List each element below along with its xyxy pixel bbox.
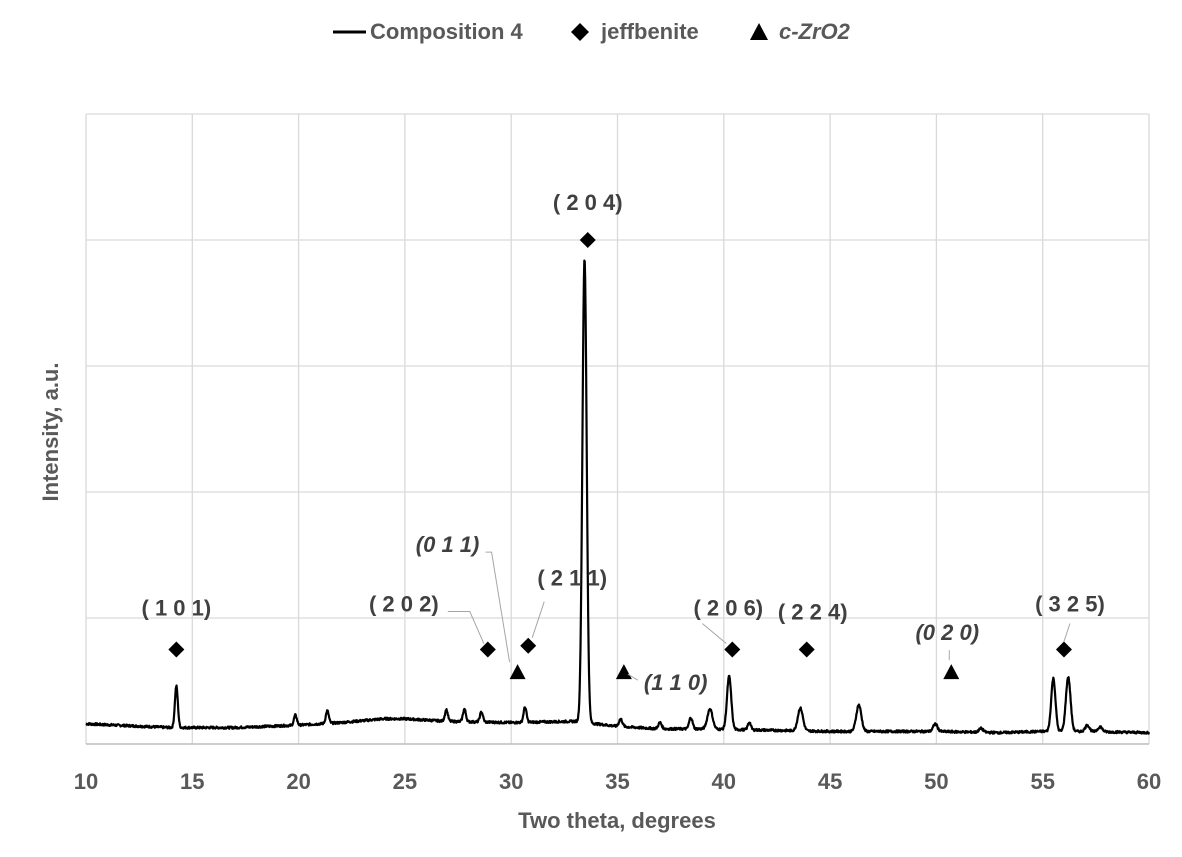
annotation-label: (1 1 0) bbox=[644, 670, 708, 695]
series-layer bbox=[85, 259, 1151, 735]
legend-label-composition: Composition 4 bbox=[370, 19, 524, 44]
x-tick-label: 50 bbox=[924, 769, 948, 794]
x-tick-label: 25 bbox=[393, 769, 417, 794]
x-tick-label: 40 bbox=[712, 769, 736, 794]
annotations-layer: ( 1 0 1) ( 2 0 2) ( 2 1 1) (0 1 1) ( 2 0 4) (… bbox=[142, 190, 1105, 695]
legend: Composition 4 jeffbenite c-ZrO2 bbox=[333, 19, 851, 44]
annotation-leader-line bbox=[485, 551, 511, 663]
legend-label-czro2: c-ZrO2 bbox=[779, 19, 851, 44]
series-line-0 bbox=[85, 259, 1151, 735]
legend-label-jeffbenite: jeffbenite bbox=[600, 19, 699, 44]
annotation-leader-line bbox=[627, 673, 639, 681]
annotation-label: ( 2 0 4) bbox=[553, 190, 623, 215]
legend-triangle-marker bbox=[750, 23, 768, 40]
jeffbenite-marker bbox=[724, 641, 741, 658]
jeffbenite-marker bbox=[479, 641, 496, 658]
jeffbenite-marker bbox=[798, 641, 815, 658]
x-tick-label: 20 bbox=[286, 769, 310, 794]
axes: 10 15 20 25 30 35 40 45 50 55 60 bbox=[74, 743, 1161, 794]
annotation-label: ( 3 2 5) bbox=[1035, 592, 1105, 617]
annotation-label: ( 1 0 1) bbox=[142, 596, 212, 621]
x-tick-label: 10 bbox=[74, 769, 98, 794]
annotation-label: ( 2 2 4) bbox=[778, 600, 848, 625]
czro2-marker bbox=[509, 664, 526, 680]
annotation-label: ( 2 0 6) bbox=[693, 596, 763, 621]
annotation-label: ( 2 1 1) bbox=[537, 566, 607, 591]
annotation-leader-line bbox=[531, 601, 545, 638]
x-tick-label: 55 bbox=[1030, 769, 1054, 794]
czro2-marker bbox=[615, 664, 632, 680]
x-tick-label: 15 bbox=[180, 769, 204, 794]
annotation-leader-line bbox=[701, 623, 727, 644]
jeffbenite-marker bbox=[168, 641, 185, 658]
czro2-marker bbox=[943, 664, 960, 680]
x-tick-label: 35 bbox=[605, 769, 629, 794]
legend-diamond-marker bbox=[571, 23, 589, 41]
annotation-label: (0 2 0) bbox=[915, 620, 979, 645]
annotation-leader-line bbox=[1063, 623, 1071, 642]
annotation-label: ( 2 0 2) bbox=[369, 592, 439, 617]
y-axis-title: Intensity, a.u. bbox=[38, 363, 63, 502]
jeffbenite-marker bbox=[520, 637, 537, 654]
x-tick-label: 30 bbox=[499, 769, 523, 794]
annotation-label: (0 1 1) bbox=[416, 532, 480, 557]
x-tick-label: 45 bbox=[818, 769, 842, 794]
x-axis-title: Two theta, degrees bbox=[518, 808, 716, 833]
jeffbenite-marker bbox=[1055, 641, 1072, 658]
annotation-leader-line bbox=[447, 611, 485, 644]
x-tick-label: 60 bbox=[1137, 769, 1161, 794]
jeffbenite-marker bbox=[579, 232, 596, 248]
